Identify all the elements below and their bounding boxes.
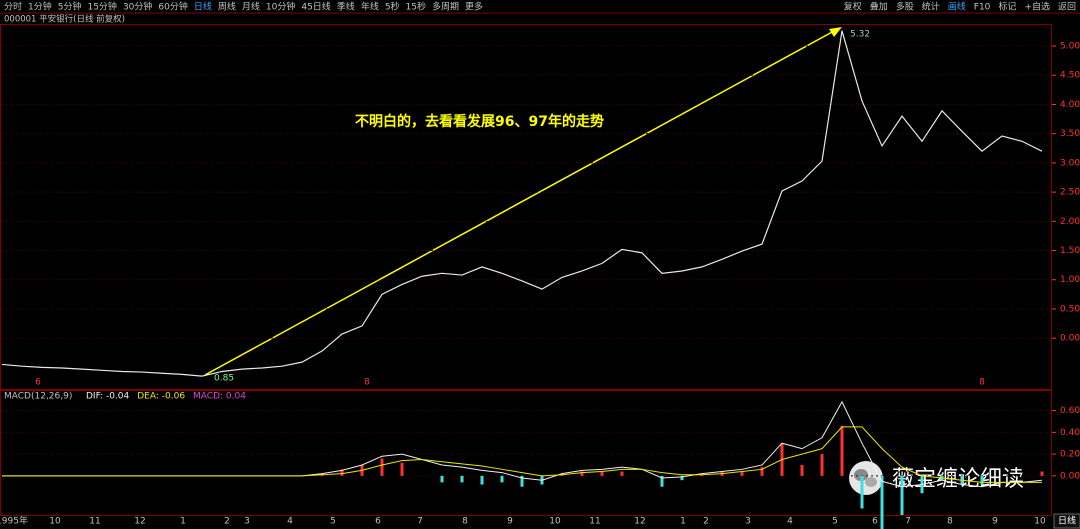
y-tick-label: 2.50 xyxy=(1060,188,1080,198)
x-tick-label: 1 xyxy=(680,517,686,527)
x-tick-label: 9 xyxy=(507,517,513,527)
toolbar-button[interactable]: 复权 xyxy=(844,1,862,13)
toolbar-tab[interactable]: 60分钟 xyxy=(158,1,187,13)
y-tick-label: 0.00 xyxy=(1060,334,1080,344)
toolbar-tab[interactable]: 分时 xyxy=(4,1,22,13)
toolbar-tab[interactable]: 多周期 xyxy=(432,1,459,13)
x-tick-label: 4 xyxy=(787,517,793,527)
toolbar-tab[interactable]: 10分钟 xyxy=(266,1,295,13)
watermark-logo xyxy=(849,461,883,495)
macd-line xyxy=(2,426,1042,483)
x-tick-label: 2 xyxy=(703,517,709,527)
period-button[interactable] xyxy=(1053,513,1080,529)
x-tick-label: 4 xyxy=(287,517,293,527)
y-tick-label: 4.00 xyxy=(1060,100,1080,110)
toolbar-button[interactable]: 返回 xyxy=(1058,1,1076,13)
high-label: 5.32 xyxy=(850,29,870,39)
x-tick-label: 10 xyxy=(549,517,561,527)
toolbar-button[interactable]: 标记 xyxy=(998,1,1016,13)
y-tick-label: 0.20 xyxy=(1060,450,1080,460)
toolbar-button[interactable]: 统计 xyxy=(922,1,940,13)
y-tick-label: 3.50 xyxy=(1060,129,1080,139)
indicator-title: MACD(12,26,9) xyxy=(4,392,72,402)
indicator-readout: DEA: -0.06 xyxy=(137,392,185,402)
toolbar-tab[interactable]: 月线 xyxy=(242,1,260,13)
x-tick-label: 6 xyxy=(872,517,878,527)
arrow-head xyxy=(829,27,842,37)
y-tick-label: 0.00 xyxy=(1060,471,1080,481)
y-tick-label: 0.40 xyxy=(1060,428,1080,438)
toolbar-tab[interactable]: 15分钟 xyxy=(87,1,116,13)
toolbar-tab[interactable]: 15秒 xyxy=(406,1,426,13)
x-tick-label: 7 xyxy=(905,517,911,527)
toolbar-tab[interactable]: 年线 xyxy=(361,1,379,13)
y-tick-label: 4.50 xyxy=(1060,71,1080,81)
month-label: 8 xyxy=(364,378,370,388)
price-panel xyxy=(0,24,1052,390)
toolbar-tab[interactable]: 5分钟 xyxy=(58,1,82,13)
indicator-readout: DIF: -0.04 xyxy=(86,392,130,402)
toolbar-tab[interactable]: 日线 xyxy=(194,1,212,13)
x-tick-label: 8 xyxy=(947,517,953,527)
y-tick-label: 5.00 xyxy=(1060,42,1080,52)
toolbar-tab[interactable]: 更多 xyxy=(465,1,483,13)
toolbar-button[interactable]: 叠加 xyxy=(870,2,888,13)
macd-panel xyxy=(0,390,1052,516)
y-tick-label: 0.60 xyxy=(1060,406,1080,416)
toolbar-tab[interactable]: 5秒 xyxy=(385,1,400,13)
x-tick-label: 12 xyxy=(134,517,145,527)
x-tick-label: 10 xyxy=(49,517,61,527)
x-tick-label: 11 xyxy=(589,517,600,527)
y-tick-label: 3.00 xyxy=(1060,158,1080,168)
x-tick-label: 5 xyxy=(832,517,838,527)
x-tick-label: 12 xyxy=(634,517,645,527)
x-tick-label: 11 xyxy=(89,517,100,527)
x-tick-label: 6 xyxy=(375,517,381,527)
x-tick-label: 3 xyxy=(244,517,250,527)
month-label: 8 xyxy=(979,378,985,388)
x-tick-label: 3 xyxy=(745,517,751,527)
toolbar-tab[interactable]: 1分钟 xyxy=(28,1,52,13)
indicator-readout: MACD: 0.04 xyxy=(193,392,246,402)
x-tick-label: 9 xyxy=(992,517,998,527)
toolbar-button[interactable]: 多股 xyxy=(896,1,914,13)
toolbar-tab[interactable]: 季线 xyxy=(337,1,355,13)
toolbar-tab[interactable]: 45日线 xyxy=(301,1,330,13)
x-tick-label: 10 xyxy=(1034,517,1046,527)
y-tick-label: 1.50 xyxy=(1060,246,1080,256)
toolbar-button[interactable]: +自选 xyxy=(1024,1,1050,13)
y-tick-label: 2.00 xyxy=(1060,217,1080,227)
toolbar-tab[interactable]: 30分钟 xyxy=(123,1,152,13)
y-tick-label: 1.00 xyxy=(1060,275,1080,285)
low-label: 0.85 xyxy=(214,374,234,384)
x-tick-label: 5 xyxy=(330,517,336,527)
period-button-label[interactable]: 日线 xyxy=(1058,515,1076,527)
month-label: 6 xyxy=(35,378,41,388)
price-line xyxy=(1,30,1043,377)
x-tick-label: 1 xyxy=(180,517,186,527)
x-tick-label: 1995年 xyxy=(0,515,28,527)
toolbar-tab[interactable]: 周线 xyxy=(218,1,236,13)
toolbar-button[interactable]: F10 xyxy=(974,3,991,13)
arrow-line xyxy=(204,30,835,376)
y-tick-label: 0.50 xyxy=(1060,304,1080,314)
stock-title: 000001 平安银行(日线 前复权) xyxy=(4,14,125,25)
x-tick-label: 8 xyxy=(462,517,468,527)
x-tick-label: 2 xyxy=(224,517,230,527)
toolbar-button[interactable]: 画线 xyxy=(948,1,966,13)
x-tick-label: 7 xyxy=(417,517,423,527)
annotation: 不明白的，去看看发展96、97年的走势 xyxy=(355,113,604,130)
